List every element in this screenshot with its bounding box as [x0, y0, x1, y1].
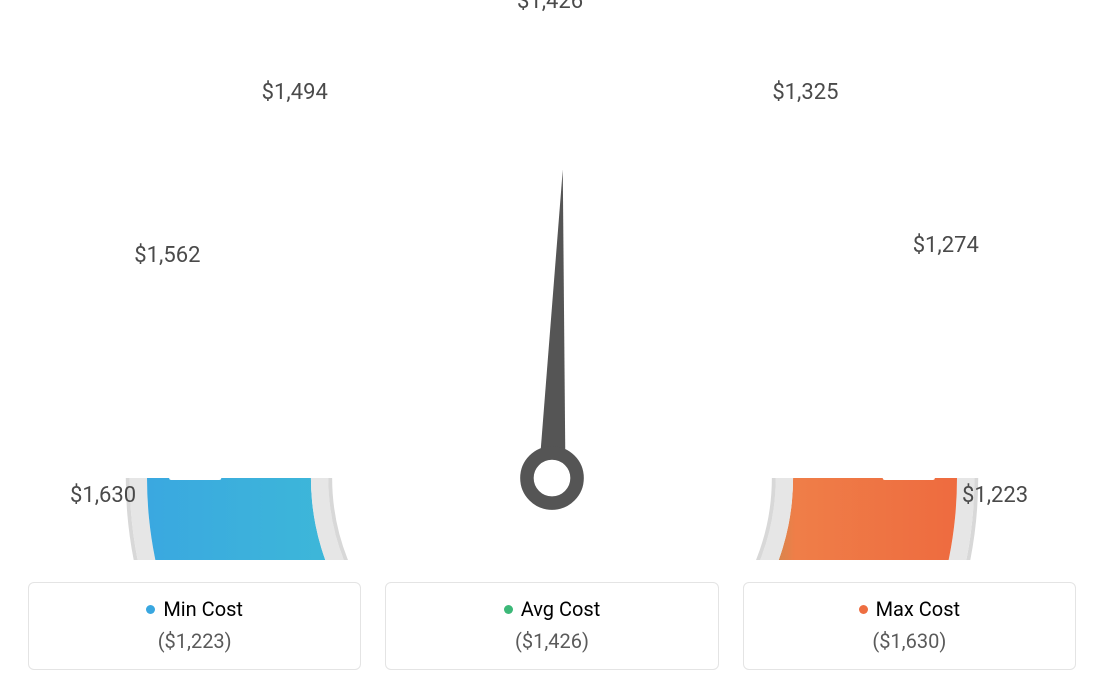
scale-label: $1,562 — [134, 243, 200, 268]
legend-value-max: ($1,630) — [754, 629, 1065, 653]
legend-value-avg: ($1,426) — [396, 629, 707, 653]
legend-title-avg: Avg Cost — [504, 597, 601, 621]
legend-row: Min Cost ($1,223) Avg Cost ($1,426) Max … — [28, 582, 1076, 670]
legend-title-text: Avg Cost — [521, 597, 601, 621]
scale-label: $1,325 — [772, 80, 838, 105]
legend-title-min: Min Cost — [146, 597, 243, 621]
scale-label: $1,223 — [962, 483, 1028, 508]
dot-icon — [504, 605, 513, 614]
dot-icon — [146, 605, 155, 614]
scale-label: $1,494 — [262, 80, 328, 105]
cost-gauge-widget: $1,223 $1,274 $1,325 $1,426 $1,494 $1,562 $1,6… — [0, 0, 1104, 690]
gauge-chart — [52, 20, 1052, 560]
scale-label: $1,274 — [913, 233, 979, 258]
gauge-area: $1,223 $1,274 $1,325 $1,426 $1,494 $1,562 $1,6… — [0, 0, 1104, 560]
legend-title-text: Min Cost — [163, 597, 243, 621]
legend-card-min: Min Cost ($1,223) — [28, 582, 361, 670]
legend-card-max: Max Cost ($1,630) — [743, 582, 1076, 670]
scale-label: $1,426 — [517, 0, 583, 14]
legend-title-max: Max Cost — [859, 597, 961, 621]
legend-title-text: Max Cost — [876, 597, 961, 621]
legend-card-avg: Avg Cost ($1,426) — [385, 582, 718, 670]
scale-label: $1,630 — [70, 483, 136, 508]
dot-icon — [859, 605, 868, 614]
legend-value-min: ($1,223) — [39, 629, 350, 653]
